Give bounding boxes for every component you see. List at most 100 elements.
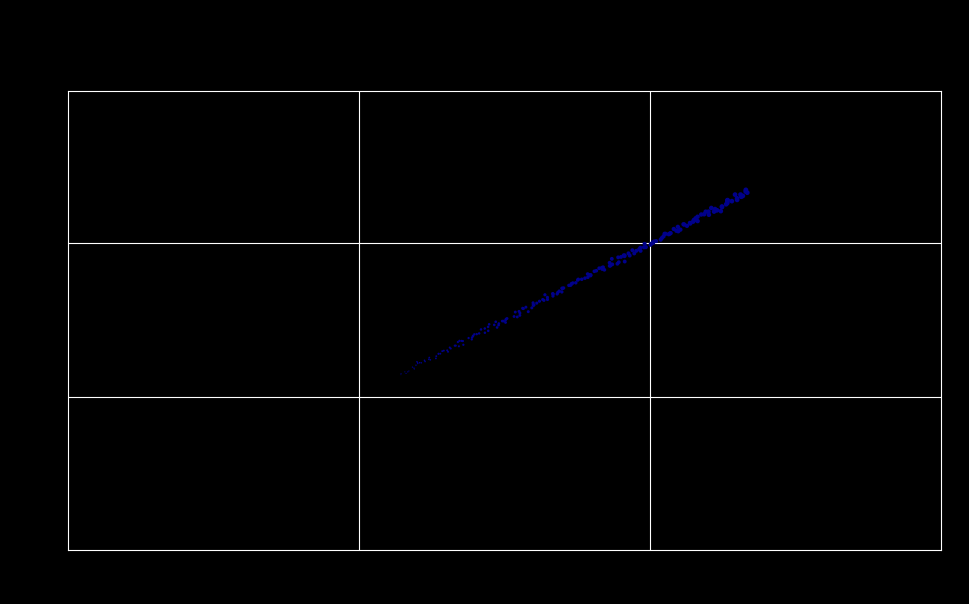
Point <box>596 265 611 275</box>
Point <box>436 346 452 356</box>
Point <box>631 245 646 254</box>
Point <box>432 349 448 359</box>
Point <box>537 290 552 300</box>
Point <box>689 212 704 222</box>
Point <box>404 362 420 372</box>
Point <box>724 196 739 206</box>
Point <box>563 279 578 289</box>
Point <box>616 251 632 260</box>
Point <box>536 295 551 305</box>
Point <box>681 218 697 228</box>
Point <box>737 185 753 194</box>
Point <box>713 202 729 211</box>
Point <box>738 188 754 198</box>
Point <box>549 288 565 297</box>
Point <box>490 319 506 329</box>
Point <box>682 219 698 228</box>
Point <box>700 207 715 216</box>
Point <box>601 258 616 268</box>
Point <box>463 335 479 344</box>
Point <box>652 235 668 245</box>
Point <box>579 272 595 282</box>
Point <box>499 313 515 323</box>
Point <box>662 228 677 238</box>
Point <box>595 262 610 272</box>
Point <box>637 239 652 249</box>
Point <box>719 197 735 207</box>
Point <box>718 199 734 209</box>
Point <box>486 320 502 330</box>
Point <box>628 246 643 255</box>
Point <box>675 219 691 229</box>
Point <box>588 266 604 275</box>
Point <box>409 358 424 367</box>
Point <box>477 324 492 333</box>
Point <box>545 289 560 299</box>
Point <box>644 237 660 247</box>
Point <box>737 187 753 196</box>
Point <box>545 291 560 301</box>
Point <box>632 243 647 252</box>
Point <box>727 190 742 199</box>
Point <box>579 269 595 279</box>
Point <box>512 308 527 318</box>
Point <box>471 329 486 338</box>
Point <box>525 301 541 310</box>
Point <box>434 346 450 356</box>
Point <box>515 303 530 313</box>
Point <box>729 195 744 205</box>
Point <box>528 298 544 308</box>
Point <box>430 349 446 359</box>
Point <box>466 330 482 339</box>
Point <box>678 221 694 231</box>
Point <box>460 333 476 343</box>
Point <box>632 246 647 255</box>
Point <box>636 242 651 252</box>
Point <box>428 352 444 361</box>
Point <box>609 259 624 269</box>
Point <box>448 341 463 350</box>
Point <box>539 292 554 302</box>
Point <box>713 202 729 212</box>
Point <box>464 333 480 342</box>
Point <box>495 316 511 326</box>
Point <box>666 224 681 234</box>
Point <box>733 192 748 202</box>
Point <box>668 226 683 236</box>
Point <box>582 271 598 280</box>
Point <box>525 298 541 307</box>
Point <box>509 312 524 322</box>
Point <box>392 370 408 379</box>
Point <box>660 230 675 239</box>
Point <box>516 304 531 313</box>
Point <box>602 261 617 271</box>
Point <box>719 196 735 205</box>
Point <box>685 215 701 225</box>
Point <box>670 222 685 232</box>
Point <box>454 336 470 346</box>
Point <box>511 306 526 316</box>
Point <box>451 341 466 351</box>
Point <box>645 237 661 246</box>
Point <box>554 284 570 294</box>
Point <box>497 315 513 324</box>
Point <box>497 318 513 327</box>
Point <box>586 266 602 276</box>
Point <box>610 257 626 267</box>
Point <box>430 349 446 358</box>
Point <box>525 300 541 310</box>
Point <box>413 358 428 368</box>
Point <box>422 353 437 362</box>
Point <box>406 363 422 373</box>
Point <box>523 303 539 313</box>
Point <box>698 207 713 216</box>
Point <box>661 229 676 239</box>
Point <box>447 341 462 350</box>
Point <box>693 210 708 219</box>
Point <box>560 280 576 290</box>
Point <box>452 336 467 345</box>
Point <box>465 331 481 341</box>
Point <box>453 336 469 345</box>
Point <box>553 287 569 297</box>
Point <box>455 340 471 350</box>
